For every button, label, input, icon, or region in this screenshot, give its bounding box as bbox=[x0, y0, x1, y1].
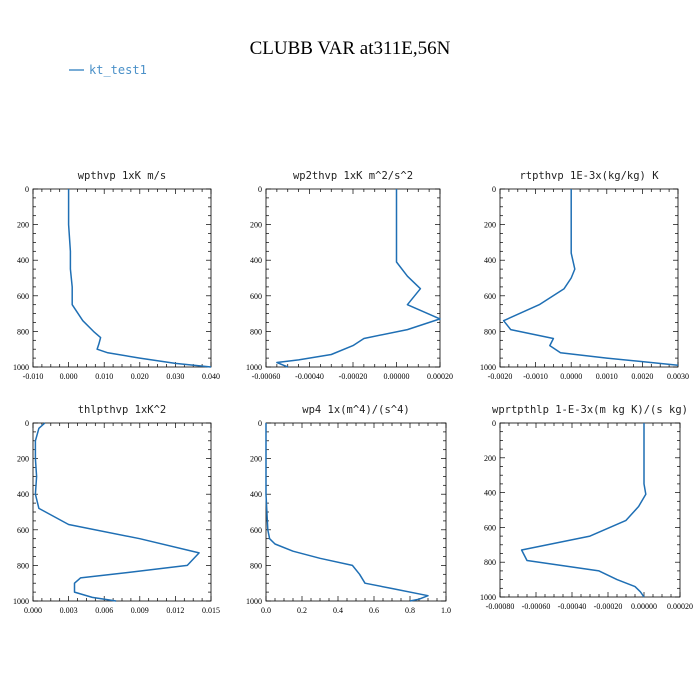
panel-title: thlpthvp 1xK^2 bbox=[78, 404, 167, 416]
x-tick-label: 0.003 bbox=[60, 606, 78, 615]
series-line-kt-test1 bbox=[67, 189, 212, 368]
y-tick-label: 0 bbox=[492, 185, 496, 194]
y-tick-label: 800 bbox=[17, 327, 29, 336]
series-line-kt-test1 bbox=[265, 423, 429, 602]
x-tick-label: 0.6 bbox=[369, 606, 379, 615]
plot-frame bbox=[265, 188, 441, 368]
panel-2: wp2thvp 1xK m^2/s^2 -0.00060 -0.00040 -0.00… bbox=[246, 170, 453, 381]
x-tick-label: -0.00040 bbox=[558, 602, 587, 611]
y-tick-label: 1000 bbox=[13, 597, 29, 606]
x-tick-label: -0.00020 bbox=[339, 372, 368, 381]
x-tick-label: 0.00000 bbox=[384, 372, 410, 381]
y-tick-label: 1000 bbox=[246, 363, 262, 372]
y-tick-label: 400 bbox=[17, 256, 29, 265]
panel-title: wp2thvp 1xK m^2/s^2 bbox=[293, 170, 413, 182]
x-tick-label: 0.006 bbox=[95, 606, 113, 615]
figure-title: CLUBB VAR at311E,56N bbox=[250, 38, 451, 59]
plot-frame bbox=[32, 188, 212, 368]
panel-6: wprtpthlp 1-E-3x(m kg K)/(s kg)-0.00080-… bbox=[480, 404, 693, 611]
y-tick-label: 600 bbox=[484, 523, 496, 532]
y-tick-label: 800 bbox=[17, 561, 29, 570]
x-tick-label: 0.0 bbox=[261, 606, 271, 615]
y-tick-label: 400 bbox=[484, 489, 496, 498]
x-tick-label: -0.00020 bbox=[594, 602, 623, 611]
y-tick-label: 800 bbox=[484, 558, 496, 567]
x-tick-label: 0.00000 bbox=[631, 602, 657, 611]
x-tick-label: 1.0 bbox=[441, 606, 451, 615]
y-tick-label: 1000 bbox=[480, 363, 496, 372]
y-tick-label: 400 bbox=[17, 490, 29, 499]
y-tick-label: 1000 bbox=[480, 593, 496, 602]
x-tick-label: 0.015 bbox=[202, 606, 220, 615]
y-tick-label: 200 bbox=[17, 221, 29, 230]
plot-frame bbox=[265, 422, 447, 602]
y-tick-label: 200 bbox=[484, 221, 496, 230]
y-tick-label: 1000 bbox=[13, 363, 29, 372]
y-tick-label: 200 bbox=[250, 455, 262, 464]
series-line-kt-test1 bbox=[502, 189, 679, 366]
y-tick-label: 200 bbox=[250, 221, 262, 230]
x-tick-label: -0.00060 bbox=[522, 602, 551, 611]
legend-label: kt_test1 bbox=[89, 63, 147, 77]
y-tick-label: 600 bbox=[17, 292, 29, 301]
x-tick-label: 0.009 bbox=[131, 606, 149, 615]
series-line-kt-test1 bbox=[34, 422, 200, 602]
y-tick-label: 200 bbox=[484, 454, 496, 463]
y-tick-label: 200 bbox=[17, 455, 29, 464]
y-tick-label: 600 bbox=[484, 292, 496, 301]
x-tick-label: 0.8 bbox=[405, 606, 415, 615]
x-tick-label: 0.4 bbox=[333, 606, 343, 615]
x-tick-label: -0.010 bbox=[23, 372, 44, 381]
x-tick-label: -0.0020 bbox=[488, 372, 513, 381]
y-tick-label: 800 bbox=[484, 327, 496, 336]
series-line-kt-test1 bbox=[520, 423, 647, 598]
y-tick-label: 400 bbox=[250, 256, 262, 265]
panel-title: wpthvp 1xK m/s bbox=[78, 170, 167, 182]
x-tick-label: -0.00040 bbox=[295, 372, 324, 381]
y-tick-label: 0 bbox=[25, 185, 29, 194]
plot-frame bbox=[32, 422, 212, 602]
x-tick-label: 0.000 bbox=[60, 372, 78, 381]
x-tick-label: 0.030 bbox=[166, 372, 184, 381]
y-tick-label: 0 bbox=[492, 419, 496, 428]
x-tick-label: -0.00060 bbox=[252, 372, 281, 381]
plot-frame bbox=[499, 188, 679, 368]
y-tick-label: 1000 bbox=[246, 597, 262, 606]
x-tick-label: 0.0030 bbox=[667, 372, 689, 381]
panels: wpthvp 1xK m/s-0.010 0.000 0.010 0.020 0.030… bbox=[13, 170, 693, 615]
panel-5: wp4 1x(m^4)/(s^4) 0.0 0.2 0.4 0.6 0.8 1.0 0 200 4… bbox=[246, 404, 451, 615]
x-tick-label: 0.00020 bbox=[427, 372, 453, 381]
y-tick-label: 600 bbox=[250, 292, 262, 301]
x-tick-label: 0.00020 bbox=[667, 602, 693, 611]
x-tick-label: 0.0010 bbox=[596, 372, 618, 381]
x-tick-label: 0.000 bbox=[24, 606, 42, 615]
y-tick-label: 0 bbox=[25, 419, 29, 428]
panel-1: wpthvp 1xK m/s -0.010 0.000 0.010 0.020 0.030… bbox=[13, 170, 220, 381]
x-tick-label: 0.2 bbox=[297, 606, 307, 615]
y-tick-label: 600 bbox=[250, 526, 262, 535]
series-line-kt-test1 bbox=[276, 189, 441, 368]
x-tick-label: 0.020 bbox=[131, 372, 149, 381]
x-tick-label: 0.0000 bbox=[560, 372, 582, 381]
panel-title: wp4 1x(m^4)/(s^4) bbox=[302, 404, 409, 416]
x-tick-label: 0.040 bbox=[202, 372, 220, 381]
y-tick-label: 0 bbox=[258, 185, 262, 194]
y-tick-label: 800 bbox=[250, 327, 262, 336]
x-tick-label: 0.0020 bbox=[631, 372, 653, 381]
panel-title: rtpthvp 1E-3x(kg/kg) K bbox=[519, 170, 659, 182]
y-tick-label: 800 bbox=[250, 561, 262, 570]
x-tick-label: -0.00080 bbox=[486, 602, 515, 611]
panel-3: rtpthvp 1E-3x(kg/kg) K -0.0020 -0.0010 0.00… bbox=[480, 170, 689, 381]
y-tick-label: 400 bbox=[250, 490, 262, 499]
x-tick-label: 0.012 bbox=[166, 606, 184, 615]
y-tick-label: 0 bbox=[258, 419, 262, 428]
panel-title: wprtpthlp 1-E-3x(m kg K)/(s kg) bbox=[492, 404, 688, 416]
x-tick-label: -0.0010 bbox=[523, 372, 548, 381]
y-tick-label: 600 bbox=[17, 526, 29, 535]
x-tick-label: 0.010 bbox=[95, 372, 113, 381]
y-tick-label: 400 bbox=[484, 256, 496, 265]
plot-frame bbox=[499, 422, 681, 598]
panel-4: thlpthvp 1xK^2 0.000 0.003 0.006 0.009 0.012 0… bbox=[13, 404, 220, 615]
